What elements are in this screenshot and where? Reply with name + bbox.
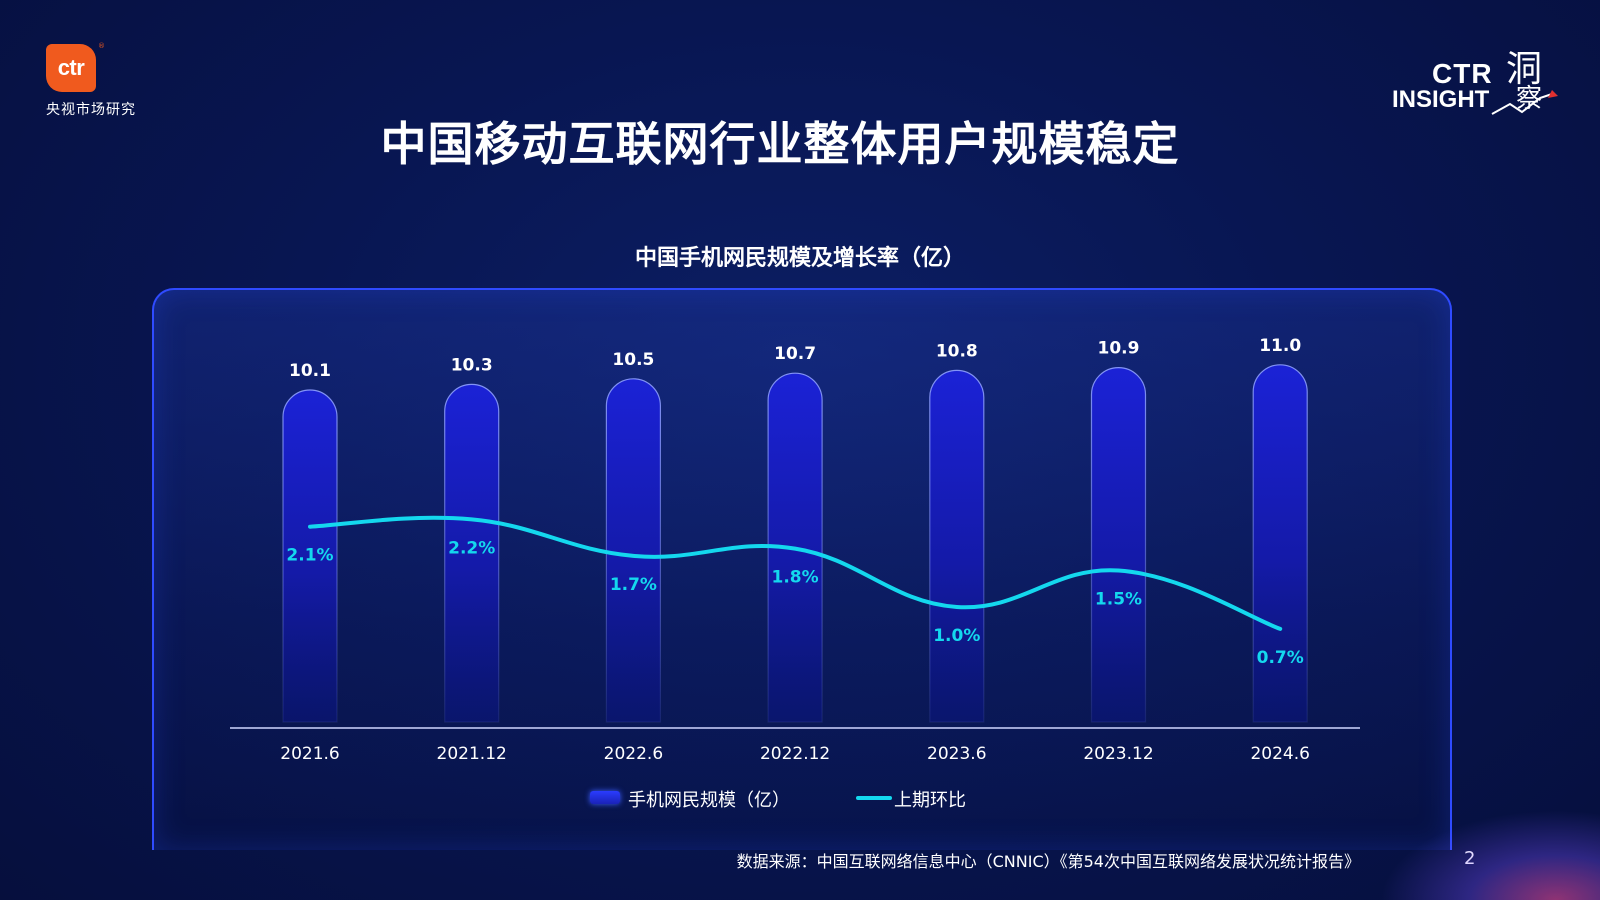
registered-mark: ® [98,42,105,50]
source-note: 数据来源：中国互联网络信息中心（CNNIC）《第54次中国互联网络发展状况统计报… [736,852,1360,871]
bar-value-label: 10.5 [612,350,654,370]
bar-value-label: 10.9 [1098,339,1140,359]
page-title: 中国移动互联网行业整体用户规模稳定 [380,117,1180,171]
insight-logo-kanji-top: 洞 [1506,49,1543,90]
legend-label-bar: 手机网民规模（亿） [628,790,790,811]
bar-value-label: 10.7 [774,344,816,364]
bar-2023.6 [929,369,985,723]
x-tick-label: 2023.6 [927,744,986,764]
line-value-label: 1.0% [933,626,980,646]
legend-swatch-line [856,796,892,800]
chart-title: 中国手机网民规模及增长率（亿） [634,246,965,271]
ctr-insight-logo: CTR INSIGHT 洞 察 [1380,40,1560,120]
line-value-label: 2.1% [286,546,333,566]
line-value-label: 0.7% [1257,648,1304,668]
trend-arrow-icon [1491,90,1558,115]
bar-2022.6 [605,378,661,723]
x-tick-label: 2024.6 [1250,744,1309,764]
x-tick-label: 2022.6 [604,744,663,764]
ctr-logo: ctr ® [46,42,105,92]
bar-2023.12 [1090,367,1147,723]
bar-value-label: 10.3 [451,355,493,375]
x-tick-label: 2021.12 [437,744,507,764]
bar-value-label: 10.1 [289,361,331,381]
decorative-glow [1380,810,1600,900]
legend-label-line: 上期环比 [894,790,966,811]
ctr-logo-mark: ctr [46,44,96,92]
bar-2021.12 [444,383,500,723]
bar-2024.6 [1252,364,1308,723]
bar-value-label: 10.8 [936,341,978,361]
bar-2021.6 [282,389,338,723]
bar-value-label: 11.0 [1259,336,1301,356]
ctr-logo-subtitle: 央视市场研究 [46,102,136,118]
x-tick-label: 2023.12 [1083,744,1153,764]
line-value-label: 1.7% [610,575,657,595]
line-value-label: 1.8% [772,568,819,588]
insight-logo-ctr: CTR [1432,58,1493,89]
x-tick-label: 2021.6 [280,744,339,764]
insight-logo-insight: INSIGHT [1392,86,1490,113]
line-value-label: 1.5% [1095,590,1142,610]
growth-rate-line [308,515,1283,631]
legend-swatch-bar [590,791,620,804]
x-tick-label: 2022.12 [760,744,830,764]
line-value-label: 2.2% [448,538,495,558]
